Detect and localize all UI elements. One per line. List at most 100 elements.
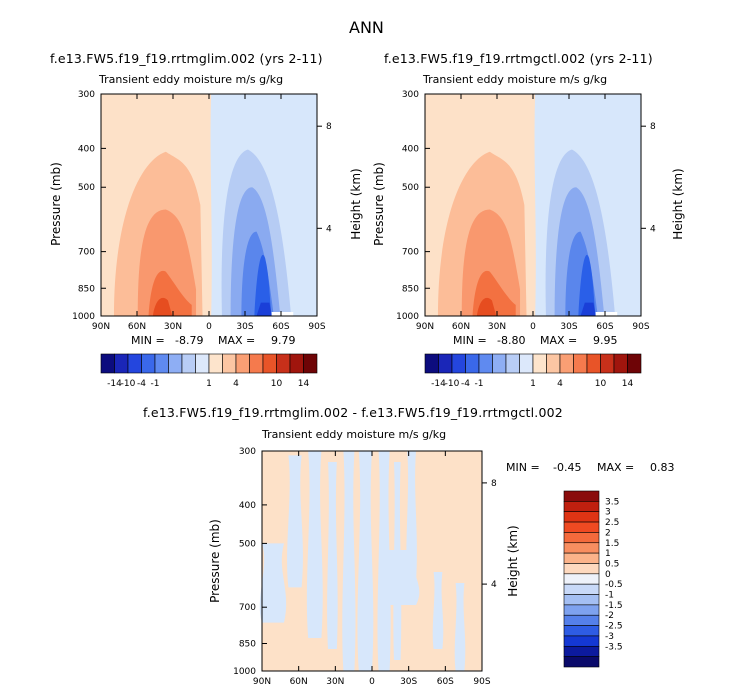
panel2-colorbar-label: -4 — [461, 379, 470, 389]
panel3-stripe-5 — [357, 451, 374, 671]
panel3-xtick-label: 30S — [400, 677, 417, 687]
panel1-xtick-label: 30S — [236, 322, 253, 332]
panel3-xtick-label: 90S — [473, 677, 490, 687]
panel3-colorbar-label: -0.5 — [605, 580, 623, 590]
panel3-colorbar-label: 1 — [605, 549, 611, 559]
panel1-colorbar-box — [168, 353, 183, 374]
panel1-min-label: MIN = — [131, 334, 165, 347]
panel3-stripe-2 — [306, 451, 323, 638]
panel3-colorbar-label: 1.5 — [605, 539, 619, 549]
panel1-colorbar-box — [235, 353, 250, 374]
panel2-colorbar-box — [546, 353, 561, 374]
panel2-ytick-label: 500 — [402, 183, 419, 193]
panel2-xtick-label: 0 — [530, 322, 536, 332]
panel1-max-value: 9.79 — [271, 334, 296, 347]
panel3-colorbar-box — [563, 501, 600, 513]
panel2-xtick-label: 60S — [596, 322, 613, 332]
panel1-colorbar-label: 1 — [206, 379, 212, 389]
panel2-colorbar-label: 10 — [595, 379, 607, 389]
panel3-max-value: 0.83 — [650, 461, 675, 474]
panel3-colorbar-box — [563, 532, 600, 544]
panel2-ytick-label: 300 — [402, 90, 419, 100]
panel3-colorbar-label: 2.5 — [605, 518, 619, 528]
panel1-ytick-right-label: 4 — [326, 224, 332, 234]
panel2-colorbar-box — [519, 353, 534, 374]
panel2-xtick-label: 60N — [452, 322, 470, 332]
panel1-colorbar-box — [114, 353, 129, 374]
panel1-ytick-label: 500 — [78, 183, 95, 193]
panel1-xtick-label: 0 — [206, 322, 212, 332]
panel1-contour-cool-5 — [256, 302, 272, 316]
panel3-max-label: MAX = — [597, 461, 635, 474]
panel3-colorbar-label: 2 — [605, 528, 611, 538]
panel3-colorbar-label: -2.5 — [605, 622, 623, 632]
panel1-ytick-label: 400 — [78, 144, 95, 154]
panel1-xtick-label: 60N — [128, 322, 146, 332]
panel2-plot-area — [425, 94, 641, 316]
panel2-xtick-label: 30N — [488, 322, 506, 332]
panel2-colorbar-box — [465, 353, 480, 374]
panel3-colorbar-label: -1 — [605, 591, 614, 601]
panel2-ytick-label: 700 — [402, 248, 419, 258]
panel2-xtick-label: 90N — [416, 322, 434, 332]
panel3-colorbar-label: -3 — [605, 632, 614, 642]
panel2-min-value: -8.80 — [497, 334, 526, 347]
panel1-colorbar-label: -1 — [151, 379, 160, 389]
panel2-contour-cool-5 — [580, 302, 596, 316]
panel3-stripe-9 — [259, 543, 287, 623]
panel3-colorbar-box — [563, 604, 600, 616]
panel1-colorbar-label: 10 — [271, 379, 283, 389]
panel3-stripe-6 — [377, 451, 391, 671]
panel3-colorbar-box — [563, 594, 600, 606]
panel3-ytick-label: 1000 — [233, 667, 256, 677]
panel3-subtitle: Transient eddy moisture m/s g/kg — [262, 428, 447, 441]
panel1-colorbar-box — [208, 353, 223, 374]
panel3-ytick-label: 500 — [239, 539, 256, 549]
panel1-contour-warm-4 — [152, 297, 173, 316]
panel3-colorbar-box — [563, 521, 600, 533]
panel3-xtick-label: 30N — [326, 677, 344, 687]
panel1-ytick-label: 1000 — [72, 312, 95, 322]
panel3-min-label: MIN = — [506, 461, 540, 474]
panel1-max-label: MAX = — [218, 334, 256, 347]
panel3-colorbar-label: -3.5 — [605, 642, 623, 652]
panel1-divider — [202, 94, 212, 316]
panel3-colorbar-box — [563, 656, 600, 668]
panel1-subtitle: Transient eddy moisture m/s g/kg — [99, 73, 284, 86]
panel1-contour-cool-4 — [254, 254, 272, 316]
panel3-colorbar-box — [563, 511, 600, 523]
panel1-colorbar-box — [249, 353, 264, 374]
figure-title: ANN — [349, 18, 384, 37]
panel2-colorbar-box — [451, 353, 466, 374]
panel3-colorbar-label: 0.5 — [605, 559, 619, 569]
panel1-colorbar-box — [181, 353, 196, 374]
panel3-ytick-right-label: 4 — [491, 580, 497, 590]
panel3-xtick-label: 90N — [253, 677, 271, 687]
panel1-colorbar-box — [276, 353, 291, 374]
panel3-colorbar-box — [563, 625, 600, 637]
panel1-xtick-label: 90N — [92, 322, 110, 332]
panel1-colorbar-box — [127, 353, 142, 374]
panel2-title: f.e13.FW5.f19_f19.rrtmgctl.002 (yrs 2-11… — [384, 51, 653, 66]
panel2-colorbar-box — [573, 353, 588, 374]
panel2-divider — [526, 94, 536, 316]
panel3-title: f.e13.FW5.f19_f19.rrtmglim.002 - f.e13.F… — [143, 405, 563, 420]
panel3-min-value: -0.45 — [553, 461, 582, 474]
panel1-colorbar-label: 4 — [233, 379, 239, 389]
panel1-colorbar-label: 14 — [298, 379, 310, 389]
panel3-colorbar-box — [563, 490, 600, 502]
panel2-subtitle: Transient eddy moisture m/s g/kg — [423, 73, 608, 86]
panel1-colorbar-label: -4 — [137, 379, 146, 389]
panel1-colorbar-box — [100, 353, 115, 374]
panel3-colorbar-label: -2 — [605, 611, 614, 621]
panel1-ytick-label: 850 — [78, 284, 95, 294]
panel3-ytick-label: 300 — [239, 447, 256, 457]
panel1-title: f.e13.FW5.f19_f19.rrtmglim.002 (yrs 2-11… — [50, 51, 323, 66]
panel3-colorbar-label: 3 — [605, 508, 611, 518]
panel1-colorbar-box — [195, 353, 210, 374]
panel2-colorbar-label: -14 — [431, 379, 446, 389]
panel2-max-value: 9.95 — [593, 334, 618, 347]
panel3-stripe-1 — [287, 455, 303, 588]
panel2-colorbar-box — [532, 353, 547, 374]
